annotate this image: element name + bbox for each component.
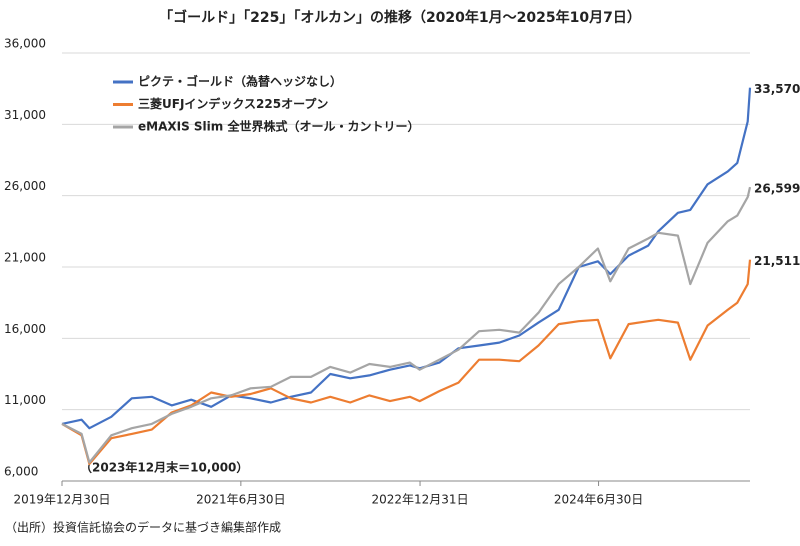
legend-label: eMAXIS Slim 全世界株式（オール・カントリー） xyxy=(138,119,419,134)
chart-title: 「ゴールド」「225」「オルカン」の推移（2020年1月～2025年10月7日） xyxy=(159,9,641,26)
y-tick-label: 6,000 xyxy=(4,465,38,479)
y-tick-label: 26,000 xyxy=(4,179,46,193)
series-line xyxy=(61,87,752,430)
value-label: 33,570 xyxy=(754,82,800,96)
y-tick-label: 11,000 xyxy=(4,393,46,407)
series-line xyxy=(61,259,752,465)
x-tick-label: 2024年6月30日 xyxy=(554,493,643,507)
series-line xyxy=(61,186,752,464)
annotation: （2023年12月末＝10,000） xyxy=(80,460,248,475)
x-tick-label: 2021年6月30日 xyxy=(196,493,285,507)
y-tick-label: 16,000 xyxy=(4,322,46,336)
x-tick-label: 2019年12月30日 xyxy=(13,493,110,507)
legend-label: 三菱UFJインデックス225オープン xyxy=(138,96,328,111)
source-note: （出所）投資信託協会のデータに基づき編集部作成 xyxy=(5,520,281,535)
x-tick-label: 2022年12月31日 xyxy=(371,493,468,507)
y-tick-label: 31,000 xyxy=(4,108,46,122)
legend-label: ピクテ・ゴールド（為替ヘッジなし） xyxy=(138,74,342,89)
value-label: 21,511 xyxy=(754,254,800,268)
y-tick-label: 21,000 xyxy=(4,251,46,265)
value-label: 26,599 xyxy=(754,182,800,196)
y-tick-label: 36,000 xyxy=(4,37,46,51)
